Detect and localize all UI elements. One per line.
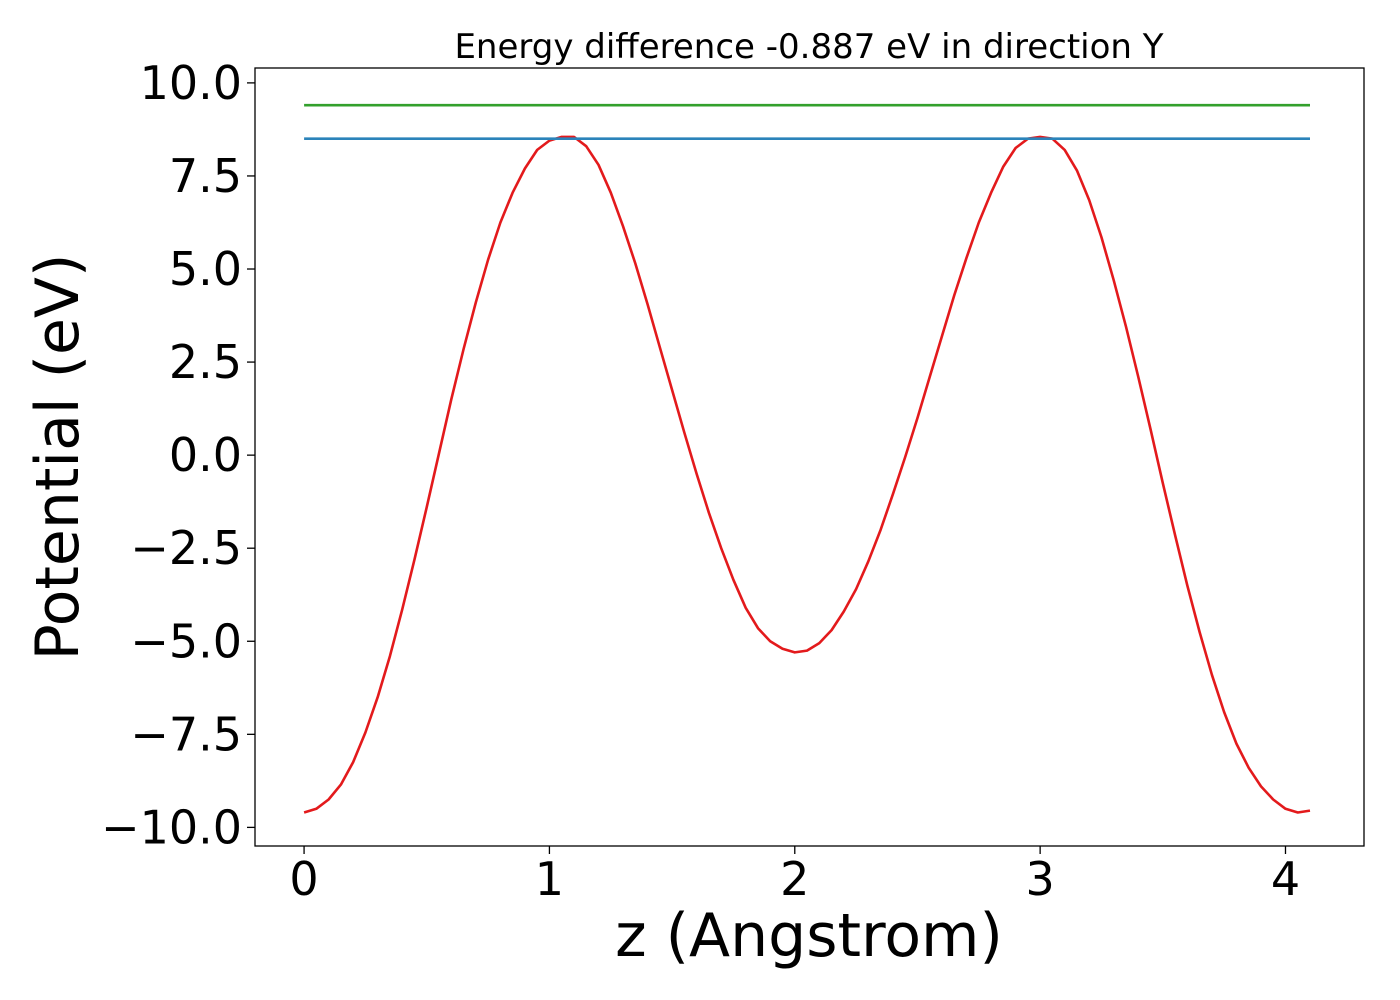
y-tick-label: 10.0 [140,56,242,110]
y-tick-label: −7.5 [130,707,242,761]
x-axis: 0 1 2 3 4 [289,846,1300,906]
series-line-1 [303,135,1311,814]
plot-frame [254,67,1365,847]
y-tick-label: −5.0 [130,614,242,668]
x-tick-label: 4 [1271,852,1300,906]
x-tick-label: 0 [289,852,318,906]
y-tick-label: −10.0 [101,800,242,854]
y-tick-label: 5.0 [169,242,242,296]
x-axis-label: z (Angstrom) [615,901,1003,971]
x-tick-label: 2 [780,852,809,906]
y-axis: 10.0 7.5 5.0 2.5 0.0 −2.5 −5.0 −7.5 −10.0 [101,56,255,854]
y-tick-label: 0.0 [169,428,242,482]
x-tick-label: 3 [1025,852,1054,906]
plot-area [303,103,1311,814]
y-tick-label: −2.5 [130,521,242,575]
x-tick-label: 1 [535,852,564,906]
y-axis-label: Potential (eV) [23,254,93,661]
y-tick-label: 7.5 [169,149,242,203]
y-tick-label: 2.5 [169,335,242,389]
chart-title: Energy difference -0.887 eV in direction… [454,27,1163,67]
